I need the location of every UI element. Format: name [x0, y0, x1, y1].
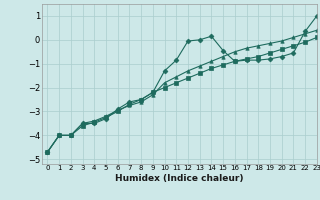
X-axis label: Humidex (Indice chaleur): Humidex (Indice chaleur) [115, 174, 244, 183]
